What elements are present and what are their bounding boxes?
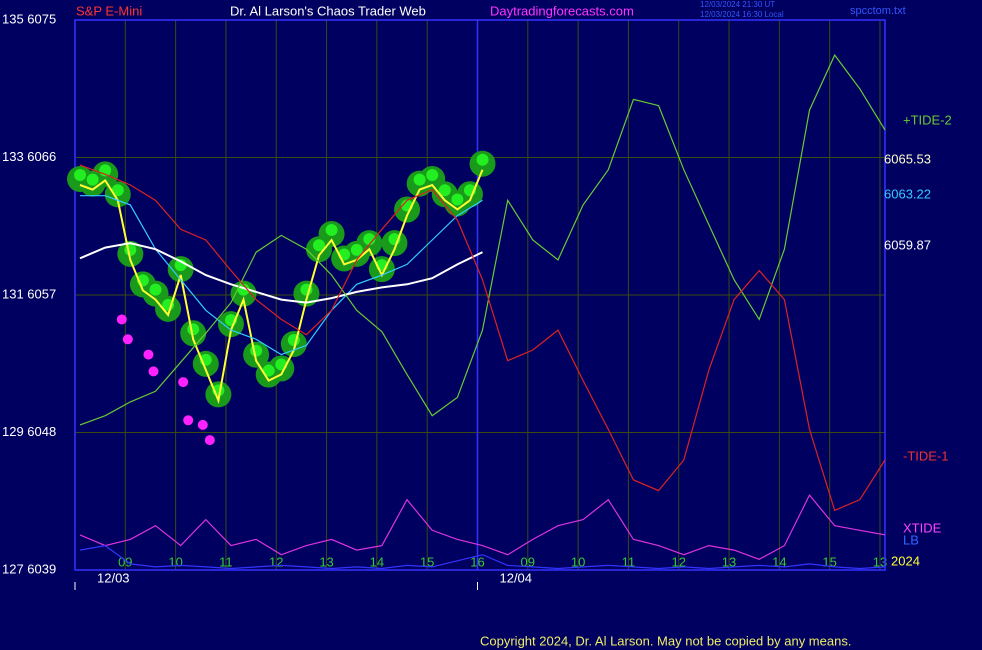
glow-core bbox=[426, 169, 439, 181]
marker-dot bbox=[197, 419, 208, 430]
glow-core bbox=[451, 193, 464, 206]
x-tick-label: 13 bbox=[319, 554, 333, 569]
legend-label: -TIDE-1 bbox=[903, 448, 949, 463]
legend-label: LB bbox=[903, 532, 919, 547]
legend-label: 6065.53 bbox=[884, 151, 931, 166]
y-tick-label: 131 6057 bbox=[2, 286, 56, 301]
date-label: 12/04 bbox=[499, 570, 532, 585]
glow-core bbox=[350, 243, 363, 256]
glow-core bbox=[250, 344, 263, 357]
y-tick-label: 133 6066 bbox=[2, 149, 56, 164]
series-line bbox=[79, 494, 886, 560]
x-tick-label: 10 bbox=[168, 554, 182, 569]
glow-core bbox=[86, 173, 99, 186]
x-tick-label: 13 bbox=[722, 554, 736, 569]
x-tick-label: 14 bbox=[370, 554, 384, 569]
x-tick-label: 10 bbox=[571, 554, 585, 569]
glow-core bbox=[111, 184, 124, 197]
marker-dot bbox=[148, 366, 159, 377]
glow-core bbox=[74, 169, 87, 181]
marker-dot bbox=[143, 349, 154, 360]
series-line bbox=[80, 195, 483, 356]
marker-dot bbox=[116, 314, 127, 325]
x-tick-label: 12 bbox=[671, 554, 685, 569]
plot-border bbox=[74, 19, 886, 571]
series-line bbox=[79, 169, 484, 404]
series-line bbox=[79, 53, 886, 426]
glow-core bbox=[413, 173, 426, 186]
x-tick-label: 11 bbox=[622, 554, 636, 569]
time-local: 12/03/2024 16:30 Local bbox=[700, 10, 784, 19]
y-tick-label: 127 6039 bbox=[2, 561, 56, 576]
glow-core bbox=[187, 323, 200, 336]
x-tick-label: 09 bbox=[521, 554, 535, 569]
site: Daytradingforecasts.com bbox=[490, 3, 634, 18]
glow-core bbox=[262, 364, 275, 377]
x-tick-label: 13 bbox=[873, 554, 887, 569]
glow-core bbox=[124, 243, 137, 256]
legend-label: 6059.87 bbox=[884, 237, 931, 252]
marker-dot bbox=[122, 334, 133, 345]
series-line bbox=[79, 242, 483, 304]
instrument: S&P E-Mini bbox=[76, 3, 142, 18]
glow-core bbox=[363, 233, 376, 246]
marker-dot bbox=[183, 415, 194, 426]
marker-dot bbox=[178, 377, 189, 388]
marker-dot bbox=[204, 435, 215, 446]
x-tick-label: 14 bbox=[772, 554, 786, 569]
legend-label: XTIDE bbox=[903, 520, 942, 535]
glow-core bbox=[476, 153, 489, 166]
series-line bbox=[79, 164, 886, 512]
legend-label: +TIDE-2 bbox=[903, 112, 952, 127]
x-tick-label: 11 bbox=[219, 554, 233, 569]
copyright: Copyright 2024, Dr. Al Larson. May not b… bbox=[480, 633, 851, 648]
glow-core bbox=[325, 224, 338, 236]
file-name: spcctom.txt bbox=[850, 5, 906, 17]
legend-label: 6063.22 bbox=[884, 186, 931, 201]
time-ut: 12/03/2024 21:30 UT bbox=[700, 0, 775, 9]
x-tick-label: 15 bbox=[420, 554, 434, 569]
glow-core bbox=[438, 184, 451, 197]
date-label: 12/03 bbox=[97, 570, 130, 585]
series-line bbox=[79, 544, 886, 570]
y-tick-label: 135 6075 bbox=[2, 11, 56, 26]
y-tick-label: 129 6048 bbox=[2, 424, 56, 439]
glow-core bbox=[149, 283, 162, 296]
x-tick-label: 12 bbox=[269, 554, 283, 569]
title: Dr. Al Larson's Chaos Trader Web bbox=[230, 3, 426, 18]
glow-core bbox=[313, 239, 326, 252]
year: 2024 bbox=[891, 553, 920, 568]
